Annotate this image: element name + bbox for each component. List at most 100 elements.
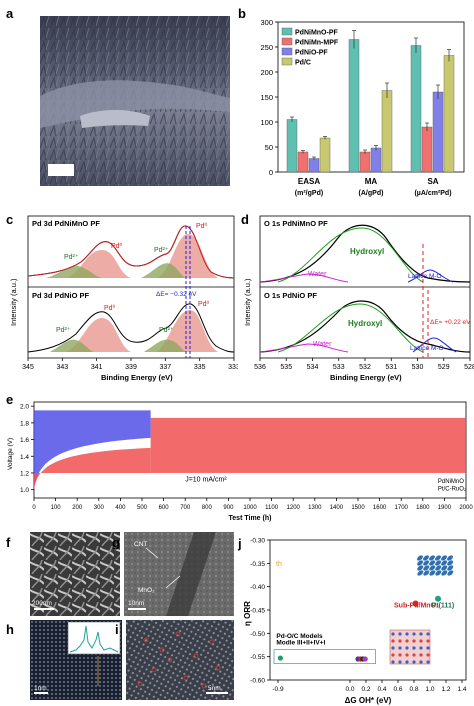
g-scale-label: 10nm	[128, 600, 144, 607]
bar-chart-b: 0 50 100 150 200 250 300 EASA (m²/gPd) MA (A/gPd) S…	[260, 18, 465, 197]
b-bar-SA-0	[410, 45, 422, 173]
e-ytick-3: 1.6	[20, 437, 29, 444]
b-ytick-2: 100	[260, 118, 273, 127]
j-point-0	[435, 595, 441, 602]
b-bar-MA-2	[370, 147, 382, 173]
sem-image-a	[40, 16, 230, 186]
j-cluster-point-0	[277, 655, 283, 661]
panel-letter-i: i	[115, 622, 119, 637]
panel-letter-c: c	[6, 212, 14, 227]
b-bar-SA-1	[421, 126, 433, 173]
c-pd2-label-d: Pd²⁺	[159, 327, 174, 334]
d-shift-label: ΔE= +0.22 eV	[430, 319, 471, 326]
h-scale-label: 1nm	[34, 685, 47, 692]
cTicks-4: 337	[159, 364, 171, 371]
j-cluster-title: Pd-O/C Models	[276, 633, 323, 640]
xps-pd-panel-c: Pd 3d PdNiMnO PF Pd 3d PdNiO PF Pd²⁺ Pd⁰…	[9, 215, 238, 382]
b-legend-swatch-0	[281, 27, 293, 36]
e-ytick-5: 2.0	[20, 404, 29, 411]
e-xtick-1: 100	[51, 505, 62, 511]
dTicks-8: 528	[464, 364, 474, 371]
e-ytick-1: 1.2	[20, 470, 29, 477]
j-cluster-sub: Modle III+II+IV+I	[276, 640, 325, 647]
b-bar-EASA-1	[297, 151, 309, 173]
b-cat-0: EASA	[298, 177, 320, 186]
j-cluster-point-4	[362, 656, 368, 662]
d-hydroxyl-label-b: Hydroxyl	[348, 319, 382, 328]
e-ytick-0: 1.0	[20, 487, 29, 494]
j-xtick-1: 0.0	[345, 686, 354, 693]
b-ytick-0: 0	[269, 168, 273, 177]
d-ylabel: Intensity (a.u.)	[243, 278, 252, 326]
panel-letter-e: e	[6, 392, 14, 407]
b-cat-sub-2: (µA/cm²Pd)	[414, 190, 451, 197]
cTicks-6: 333	[228, 364, 238, 371]
b-cat-sub-0: (m²/gPd)	[295, 190, 323, 197]
j-sub-model	[389, 629, 431, 665]
j-th-label: th	[276, 561, 282, 568]
c-pd0-label-c: Pd⁰	[104, 304, 116, 312]
j-xtick-0: -0.9	[272, 686, 284, 693]
xps-o-panel-d: O 1s PdNiMnO PF O 1s PdNiO PF Hydroxyl W…	[243, 215, 474, 382]
f-scale-label: 200nm	[32, 600, 52, 607]
j-label-0: Sub-Pd/MnO₂	[394, 603, 439, 610]
b-legend-swatch-2	[281, 47, 293, 56]
e-xtick-5: 500	[137, 505, 148, 511]
j-xtick-6: 1.0	[425, 686, 434, 693]
b-cat-1: MA	[365, 177, 378, 186]
e-xtick-7: 700	[180, 505, 191, 511]
c-pd0-label-a: Pd⁰	[111, 242, 123, 250]
d-bottom-title: O 1s PdNiO PF	[264, 291, 317, 300]
e-legend-0: PdNiMnO	[438, 479, 464, 485]
e-xtick-19: 1900	[438, 505, 452, 511]
b-legend-swatch-3	[281, 57, 293, 66]
b-ytick-6: 300	[260, 18, 273, 27]
e-xtick-20: 2000	[459, 505, 473, 511]
c-pd2-label-c: Pd²⁺	[56, 327, 71, 334]
c-bottom-title: Pd 3d PdNiO PF	[32, 291, 90, 300]
cTicks-0: 345	[22, 364, 34, 371]
dTicks-3: 533	[333, 364, 345, 371]
cTicks-1: 343	[56, 364, 68, 371]
tem-image-g: CNT MnO₂ 10nm	[124, 532, 234, 616]
cTicks-3: 339	[125, 364, 137, 371]
e-xtick-14: 1400	[330, 505, 344, 511]
cTicks-5: 335	[194, 364, 206, 371]
b-bar-SA-3	[443, 55, 455, 173]
d-top-title: O 1s PdNiMnO PF	[264, 219, 328, 228]
e-xtick-4: 400	[115, 505, 126, 511]
c-shift-label: ΔE= −0.32 eV	[156, 291, 197, 298]
e-xlabel: Test Time (h)	[229, 515, 272, 522]
g-cnt-label: CNT	[134, 541, 147, 548]
c-pd0-label-d: Pd⁰	[198, 300, 210, 308]
j-cluster-box	[273, 649, 376, 665]
panel-letter-f: f	[6, 535, 11, 550]
panel-letter-g: g	[112, 535, 120, 550]
e-xtick-13: 1300	[308, 505, 322, 511]
e-ytick-4: 1.8	[20, 420, 29, 427]
d-water-label-a: Water	[308, 271, 327, 278]
b-bar-EASA-0	[286, 119, 298, 173]
haadf-image-h: 1nm	[30, 620, 122, 700]
b-ytick-4: 200	[260, 68, 273, 77]
dTicks-2: 534	[307, 364, 319, 371]
e-red-start	[34, 447, 151, 490]
c-pd2-label-b: Pd²⁺	[154, 247, 169, 254]
e-xtick-16: 1600	[373, 505, 387, 511]
e-annotation: J=10 mA/cm²	[185, 476, 227, 483]
j-xtick-4: 0.6	[393, 686, 402, 693]
dTicks-7: 529	[438, 364, 450, 371]
sem-image-f: 200nm	[30, 532, 120, 616]
j-ytick-4: -0.50	[250, 631, 265, 638]
d-water-label-b: Water	[313, 341, 332, 348]
j-point-1	[412, 600, 419, 607]
panel-letter-b: b	[238, 6, 246, 21]
e-blue-trace	[34, 410, 151, 490]
scale-bar	[48, 164, 74, 176]
cTicks-2: 341	[91, 364, 103, 371]
dTicks-5: 531	[385, 364, 397, 371]
e-xtick-3: 300	[94, 505, 105, 511]
e-xtick-12: 1200	[287, 505, 301, 511]
d-lattice-label-b: Lattice M-O	[410, 345, 444, 352]
b-legend-2: PdNiO-PF	[295, 50, 328, 57]
